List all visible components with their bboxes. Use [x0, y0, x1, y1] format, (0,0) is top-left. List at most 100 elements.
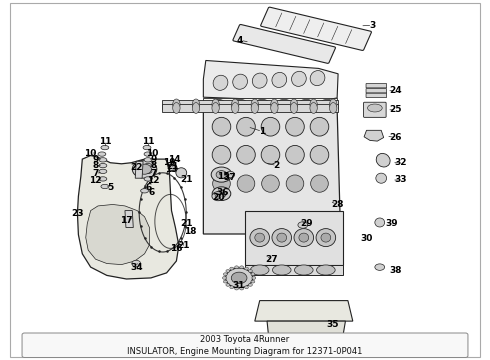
Ellipse shape: [98, 152, 106, 156]
Text: 33: 33: [394, 175, 407, 184]
Ellipse shape: [277, 99, 291, 107]
Ellipse shape: [231, 103, 239, 113]
Ellipse shape: [286, 145, 304, 164]
Text: 27: 27: [266, 256, 278, 264]
Ellipse shape: [299, 99, 313, 107]
Text: 16: 16: [170, 244, 183, 253]
Polygon shape: [77, 156, 179, 279]
FancyBboxPatch shape: [366, 84, 387, 88]
Ellipse shape: [225, 268, 253, 288]
Text: 17: 17: [120, 216, 133, 225]
Text: 7: 7: [150, 168, 157, 177]
Ellipse shape: [245, 286, 248, 289]
Ellipse shape: [261, 145, 280, 164]
Ellipse shape: [235, 287, 239, 290]
Text: 36: 36: [217, 188, 229, 197]
Ellipse shape: [213, 175, 230, 192]
Ellipse shape: [226, 171, 235, 178]
Ellipse shape: [245, 267, 248, 270]
Polygon shape: [203, 60, 338, 102]
Polygon shape: [162, 100, 338, 109]
Text: 5: 5: [107, 184, 113, 192]
Ellipse shape: [255, 233, 265, 242]
Ellipse shape: [99, 158, 107, 162]
Text: 6: 6: [146, 184, 151, 192]
Ellipse shape: [251, 99, 259, 110]
Ellipse shape: [231, 272, 247, 284]
Ellipse shape: [99, 163, 107, 168]
Ellipse shape: [375, 264, 385, 270]
Ellipse shape: [292, 71, 306, 86]
Text: 12: 12: [89, 176, 102, 185]
Text: 9: 9: [92, 154, 99, 163]
Text: 2003 Toyota 4Runner
INSULATOR, Engine Mounting Diagram for 12371-0P041: 2003 Toyota 4Runner INSULATOR, Engine Mo…: [127, 335, 363, 356]
Ellipse shape: [294, 265, 313, 275]
Ellipse shape: [317, 265, 335, 275]
Ellipse shape: [212, 99, 220, 110]
Ellipse shape: [320, 99, 334, 107]
Ellipse shape: [237, 145, 255, 164]
Ellipse shape: [144, 152, 152, 156]
Text: 31: 31: [233, 281, 245, 289]
Ellipse shape: [252, 276, 256, 279]
Ellipse shape: [168, 164, 177, 171]
Text: 25: 25: [390, 105, 402, 114]
Ellipse shape: [310, 71, 325, 86]
Polygon shape: [86, 204, 149, 265]
Ellipse shape: [250, 229, 270, 247]
Text: 21: 21: [180, 219, 193, 228]
Ellipse shape: [240, 266, 244, 269]
Ellipse shape: [235, 266, 239, 269]
Ellipse shape: [144, 169, 152, 174]
Ellipse shape: [101, 184, 109, 189]
Ellipse shape: [252, 73, 267, 88]
Ellipse shape: [192, 99, 200, 110]
Ellipse shape: [248, 270, 252, 273]
Polygon shape: [203, 98, 337, 109]
Text: 15: 15: [217, 172, 229, 181]
Ellipse shape: [316, 229, 336, 247]
Text: 21: 21: [177, 241, 190, 250]
Ellipse shape: [261, 117, 280, 136]
Ellipse shape: [310, 117, 329, 136]
Ellipse shape: [270, 99, 278, 110]
Ellipse shape: [138, 164, 151, 174]
Ellipse shape: [311, 175, 328, 192]
Ellipse shape: [212, 187, 231, 201]
Text: 18: 18: [184, 227, 196, 236]
Ellipse shape: [230, 286, 234, 289]
Ellipse shape: [226, 283, 230, 286]
Text: 35: 35: [326, 320, 339, 329]
Ellipse shape: [375, 218, 385, 227]
Text: 11: 11: [142, 136, 155, 145]
Text: 32: 32: [394, 158, 407, 167]
Text: 8: 8: [150, 161, 156, 170]
Ellipse shape: [237, 117, 255, 136]
Text: 4: 4: [237, 36, 244, 45]
Polygon shape: [162, 104, 338, 112]
Ellipse shape: [212, 192, 224, 201]
Ellipse shape: [231, 99, 239, 110]
Ellipse shape: [329, 103, 337, 113]
Text: 19: 19: [163, 158, 175, 167]
Text: 34: 34: [130, 263, 143, 271]
Ellipse shape: [144, 177, 152, 181]
Text: 10: 10: [146, 149, 158, 158]
Ellipse shape: [99, 177, 107, 181]
Text: 14: 14: [168, 154, 180, 163]
Ellipse shape: [172, 99, 180, 110]
FancyBboxPatch shape: [366, 89, 387, 93]
Ellipse shape: [376, 153, 390, 167]
Ellipse shape: [101, 145, 109, 150]
Ellipse shape: [144, 158, 152, 162]
FancyBboxPatch shape: [261, 7, 371, 50]
Ellipse shape: [272, 72, 287, 87]
Polygon shape: [245, 265, 343, 275]
Text: 22: 22: [130, 163, 143, 172]
Ellipse shape: [233, 74, 247, 89]
Text: 23: 23: [71, 209, 84, 217]
Text: 8: 8: [93, 161, 98, 170]
Polygon shape: [245, 211, 343, 265]
Ellipse shape: [212, 117, 231, 136]
FancyBboxPatch shape: [364, 102, 386, 117]
